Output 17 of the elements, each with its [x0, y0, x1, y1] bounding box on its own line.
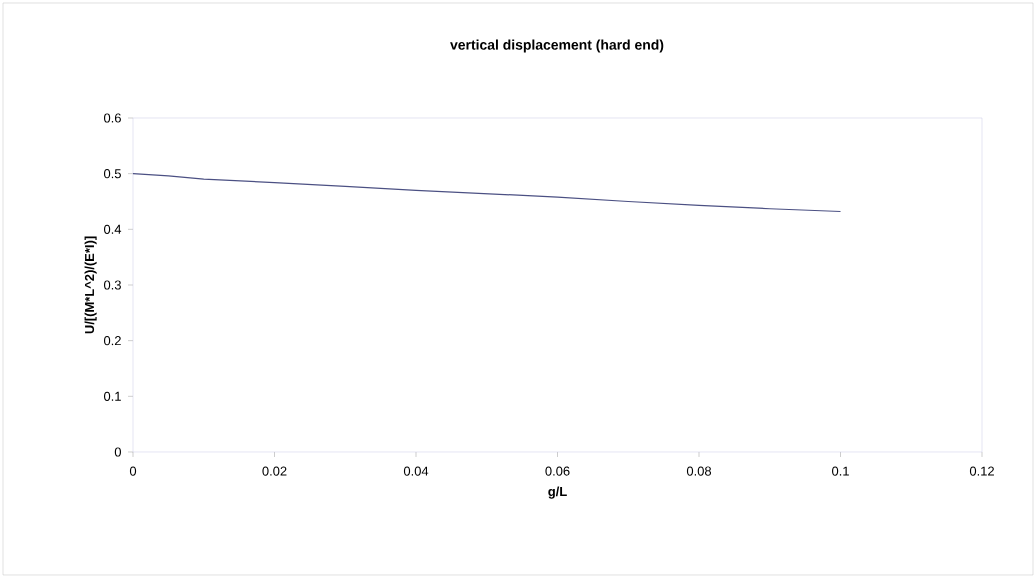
x-tick-label: 0.02: [262, 466, 287, 476]
x-tick-label: 0.06: [545, 466, 570, 476]
x-tick-label: 0.1: [832, 466, 849, 476]
x-tick-label: 0.08: [686, 466, 712, 476]
y-tick-label: 0.5: [103, 169, 121, 179]
y-axis-title: U/[(M*L^2)/(E*I)]: [84, 236, 97, 334]
y-tick-label: 0.1: [103, 391, 121, 401]
x-tick-label: 0: [129, 466, 137, 476]
y-tick-label: 0.4: [103, 224, 122, 234]
y-tick-label: 0.3: [103, 280, 121, 290]
x-axis-title: g/L: [548, 486, 567, 499]
x-tick-label: 0.12: [969, 466, 994, 476]
chart-title: vertical displacement (hard end): [450, 39, 664, 53]
y-tick-label: 0.6: [103, 113, 121, 123]
x-tick-label: 0.04: [403, 466, 429, 476]
y-tick-label: 0: [114, 447, 121, 457]
y-tick-label: 0.2: [103, 336, 121, 346]
